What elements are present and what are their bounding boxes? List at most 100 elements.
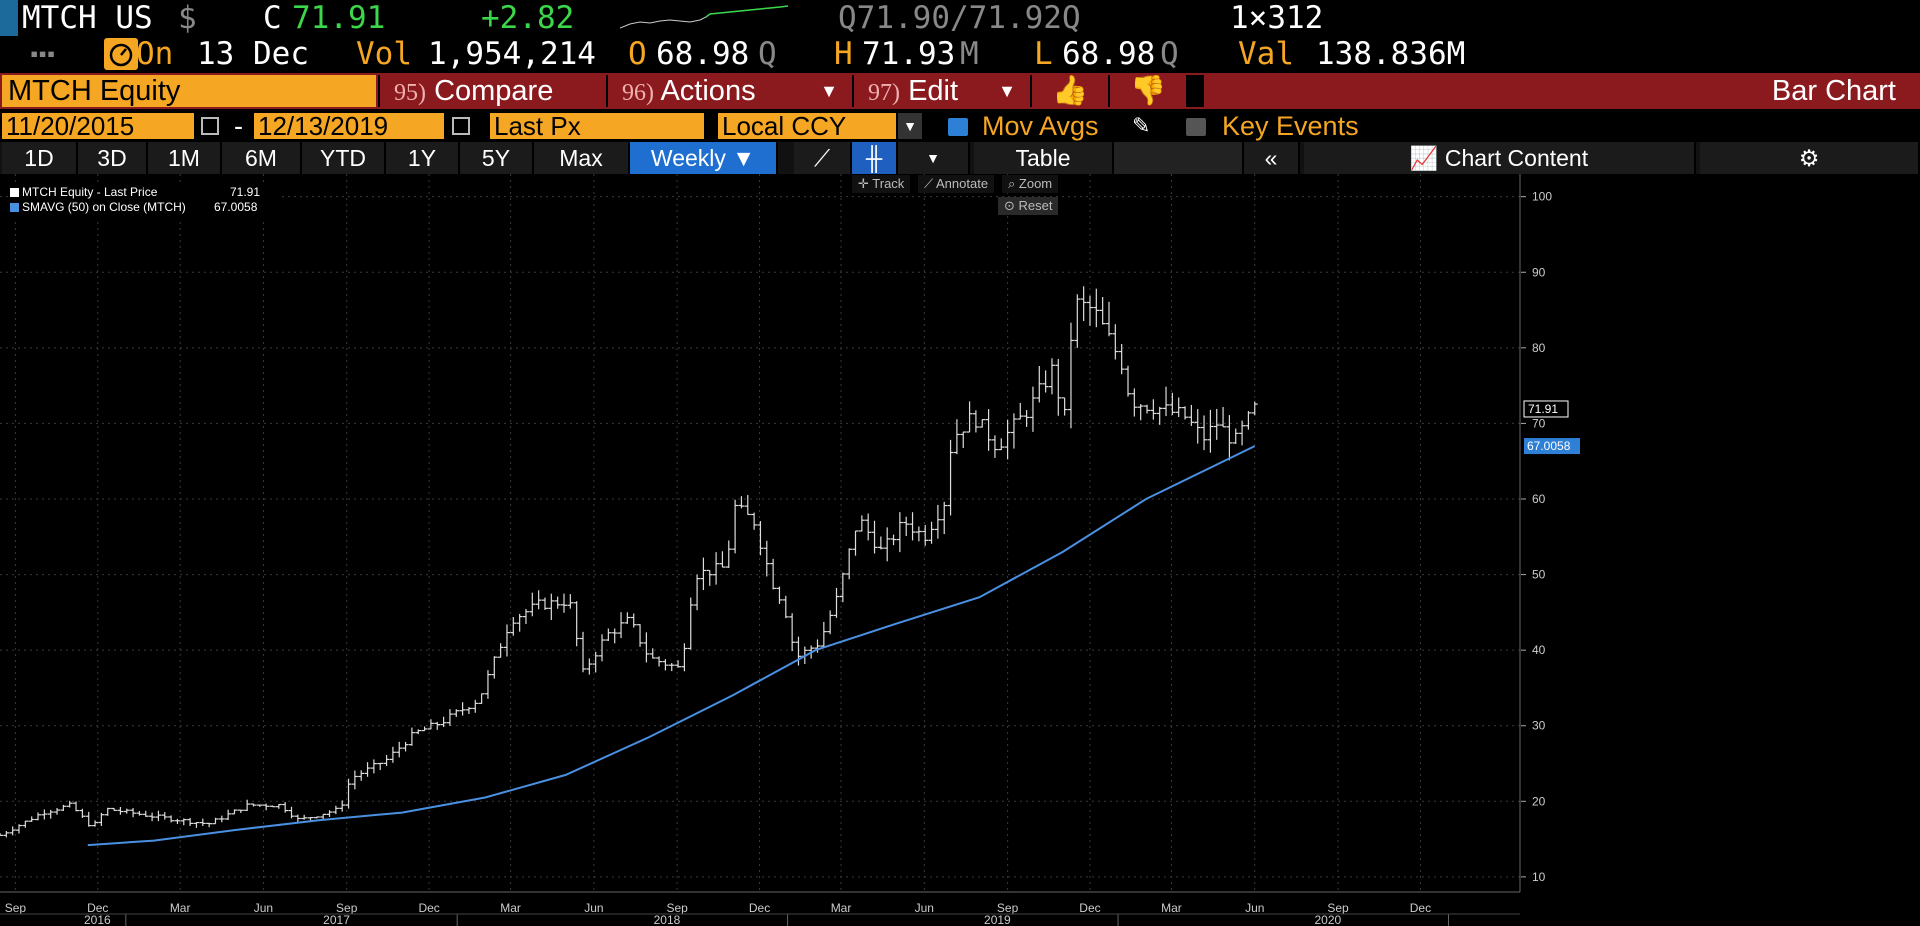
last-price-tag-label: 71.91 [1528, 402, 1558, 416]
period-button-5y[interactable]: 5Y [460, 142, 534, 174]
period-button-ytd[interactable]: YTD [302, 142, 386, 174]
chart-content-icon: 📈 [1409, 145, 1439, 171]
calendar-icon[interactable] [201, 117, 219, 135]
period-toolbar: Weekly ▼ ⟋ ╫ ▼ Table « 📈 Chart Content ⚙… [0, 142, 1920, 174]
chart-settings-row: 11/20/2015 - 12/13/2019 Last Px Local CC… [0, 111, 1920, 141]
x-month-label: Mar [170, 901, 191, 915]
legend-sma-name: SMAVG (50) on Close (MTCH) [22, 200, 186, 214]
compare-label: Compare [434, 75, 554, 107]
quote-date: 13 Dec [197, 36, 309, 72]
period-button-6m[interactable]: 6M [222, 142, 302, 174]
y-tick-label: 90 [1532, 265, 1546, 279]
reset-button[interactable]: ⊙ Reset [998, 197, 1059, 215]
y-tick-label: 20 [1532, 794, 1546, 808]
track-label: Track [872, 176, 905, 191]
x-year-label: 2018 [654, 913, 681, 926]
period-button-3d[interactable]: 3D [78, 142, 148, 174]
period-button-1y[interactable]: 1Y [386, 142, 460, 174]
annotate-label: Annotate [936, 176, 989, 191]
volume-value: 1,954,214 [428, 36, 596, 72]
thumbs-up-icon: 👍 [1051, 75, 1089, 107]
y-tick-label: 50 [1532, 568, 1546, 582]
legend-swatch [10, 188, 19, 197]
track-tool[interactable]: ✛ Track [852, 175, 911, 193]
ticker-label[interactable]: MTCH US [22, 0, 153, 36]
high-value: 71.93 [862, 36, 956, 72]
table-button[interactable]: Table [974, 142, 1114, 174]
price-change: +2.82 [481, 0, 575, 36]
x-month-label: Jun [915, 901, 934, 915]
chart-type-dropdown[interactable]: ▼ [898, 142, 970, 174]
sma-tag-label: 67.0058 [1527, 439, 1571, 453]
end-date-input[interactable]: 12/13/2019 [254, 113, 444, 139]
x-year-label: 2016 [84, 913, 111, 926]
currency-select[interactable]: Local CCY [718, 113, 896, 139]
actions-label: Actions [660, 75, 756, 107]
edit-button[interactable]: 97) Edit ▼ [852, 75, 1030, 107]
chevron-down-icon: ▼ [820, 81, 838, 101]
chart-content-button[interactable]: 📈 Chart Content [1304, 142, 1696, 174]
period-button-1m[interactable]: 1M [148, 142, 222, 174]
y-tick-label: 80 [1532, 341, 1546, 355]
security-input[interactable]: MTCH Equity [2, 75, 376, 107]
mov-avgs-checkbox[interactable] [948, 118, 968, 136]
price-chart[interactable]: 10 20 30 40 50 60 70 80 90 100 Sep Dec Mar Jun Sep Dec M… [0, 174, 1920, 926]
double-chevron-left-icon: « [1264, 145, 1278, 171]
frequency-label: Weekly [650, 145, 726, 171]
collapse-button[interactable]: « [1244, 142, 1300, 174]
y-tick-label: 70 [1532, 416, 1546, 430]
key-events-checkbox[interactable] [1186, 118, 1206, 136]
reset-label: Reset [1018, 198, 1053, 213]
gear-icon: ⚙ [1798, 145, 1820, 171]
bar-chart-button[interactable]: ╫ [852, 142, 898, 174]
settings-button[interactable]: ⚙ [1700, 142, 1920, 174]
x-month-label: Jun [584, 901, 603, 915]
zoom-tool[interactable]: ⌕ Zoom [1002, 175, 1059, 193]
page-title: Bar Chart [1771, 75, 1896, 107]
x-month-label: Sep [666, 901, 688, 915]
x-month-label: Mar [500, 901, 521, 915]
period-button-1d[interactable]: 1D [2, 142, 78, 174]
date-label: On [136, 36, 174, 72]
actions-button[interactable]: 96) Actions ▼ [606, 75, 852, 107]
y-tick-label: 40 [1532, 643, 1546, 657]
chart-legend: MTCH Equity - Last Price 71.91 SMAVG (50… [8, 185, 278, 221]
x-month-label: Dec [1410, 901, 1431, 915]
calendar-icon[interactable] [452, 117, 470, 135]
x-month-label: Jun [254, 901, 273, 915]
sma-line [87, 445, 1256, 847]
x-month-label: Sep [336, 901, 358, 915]
chevron-down-icon[interactable]: ▼ [898, 113, 922, 139]
low-label: L [1034, 36, 1053, 72]
chevron-down-icon: ▼ [998, 81, 1016, 101]
bid-ask-size: 1×312 [1230, 0, 1324, 36]
x-year-label: 2017 [323, 913, 350, 926]
thumbs-up-button[interactable]: 👍 [1030, 75, 1108, 107]
x-month-label: Dec [749, 901, 770, 915]
x-month-label: Sep [997, 901, 1019, 915]
date-separator: - [234, 111, 243, 141]
frequency-select[interactable]: Weekly ▼ [630, 142, 778, 174]
open-value: 68.98 [656, 36, 750, 72]
open-label: O [628, 36, 647, 72]
legend-price-name: MTCH Equity - Last Price [22, 185, 158, 199]
compare-button[interactable]: 95) Compare [378, 75, 606, 107]
start-date-input[interactable]: 11/20/2015 [2, 113, 194, 139]
period-button-max[interactable]: Max [534, 142, 630, 174]
thumbs-down-button[interactable]: 👎 [1108, 75, 1186, 107]
speedometer-icon[interactable] [104, 38, 138, 70]
pencil-icon[interactable]: ✎ [1132, 113, 1151, 138]
mov-avgs-label: Mov Avgs [982, 111, 1099, 141]
quote-row-2: ▪▪▪ On 13 Dec Vol 1,954,214 O 68.98 Q H … [0, 36, 1920, 72]
legend-swatch [10, 203, 19, 212]
last-price-tag [1523, 400, 1569, 418]
y-tick-label: 100 [1532, 190, 1552, 204]
bid-ask: Q71.90/71.92Q [838, 0, 1081, 36]
toolbar-divider [1186, 75, 1204, 107]
x-month-label: Sep [1327, 901, 1349, 915]
intraday-sparkline [620, 5, 788, 29]
annotate-tool[interactable]: ⟋ Annotate [918, 175, 995, 193]
field-select[interactable]: Last Px [490, 113, 704, 139]
line-chart-button[interactable]: ⟋ [794, 142, 852, 174]
bar-chart-icon: ╫ [865, 145, 883, 171]
